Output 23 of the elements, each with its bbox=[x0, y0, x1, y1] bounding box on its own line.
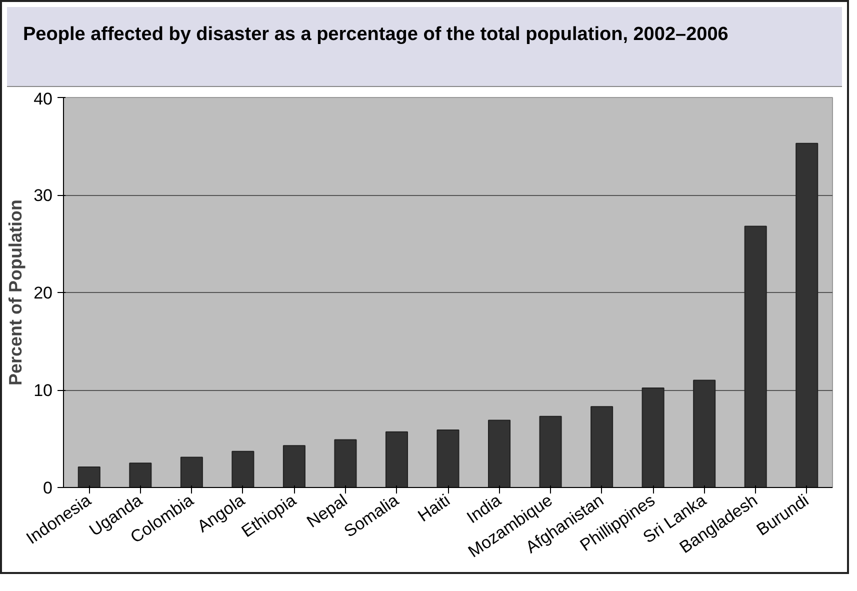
bar bbox=[590, 406, 614, 488]
bar bbox=[334, 439, 357, 488]
bar bbox=[488, 420, 511, 488]
bar bbox=[282, 445, 306, 488]
bar bbox=[539, 416, 562, 488]
bar bbox=[744, 226, 767, 488]
y-tick-label: 20 bbox=[34, 284, 53, 302]
y-axis-title: Percent of Population bbox=[6, 199, 26, 386]
bar bbox=[78, 466, 100, 488]
bar bbox=[436, 429, 460, 488]
y-tick-label: 30 bbox=[34, 186, 53, 205]
bar bbox=[385, 431, 408, 488]
y-tick-label: 0 bbox=[43, 478, 53, 498]
bar bbox=[693, 380, 716, 488]
chart-title: People affected by disaster as a percentage of the total population, 2002–2006 bbox=[23, 23, 728, 47]
bar bbox=[232, 450, 254, 488]
bar bbox=[129, 462, 152, 488]
bar bbox=[642, 388, 664, 488]
x-tick-label: Haiti bbox=[414, 490, 454, 526]
y-tick-label: 10 bbox=[34, 381, 53, 400]
bar bbox=[180, 456, 203, 488]
bar bbox=[796, 142, 818, 488]
y-tick-label: 40 bbox=[34, 90, 53, 108]
